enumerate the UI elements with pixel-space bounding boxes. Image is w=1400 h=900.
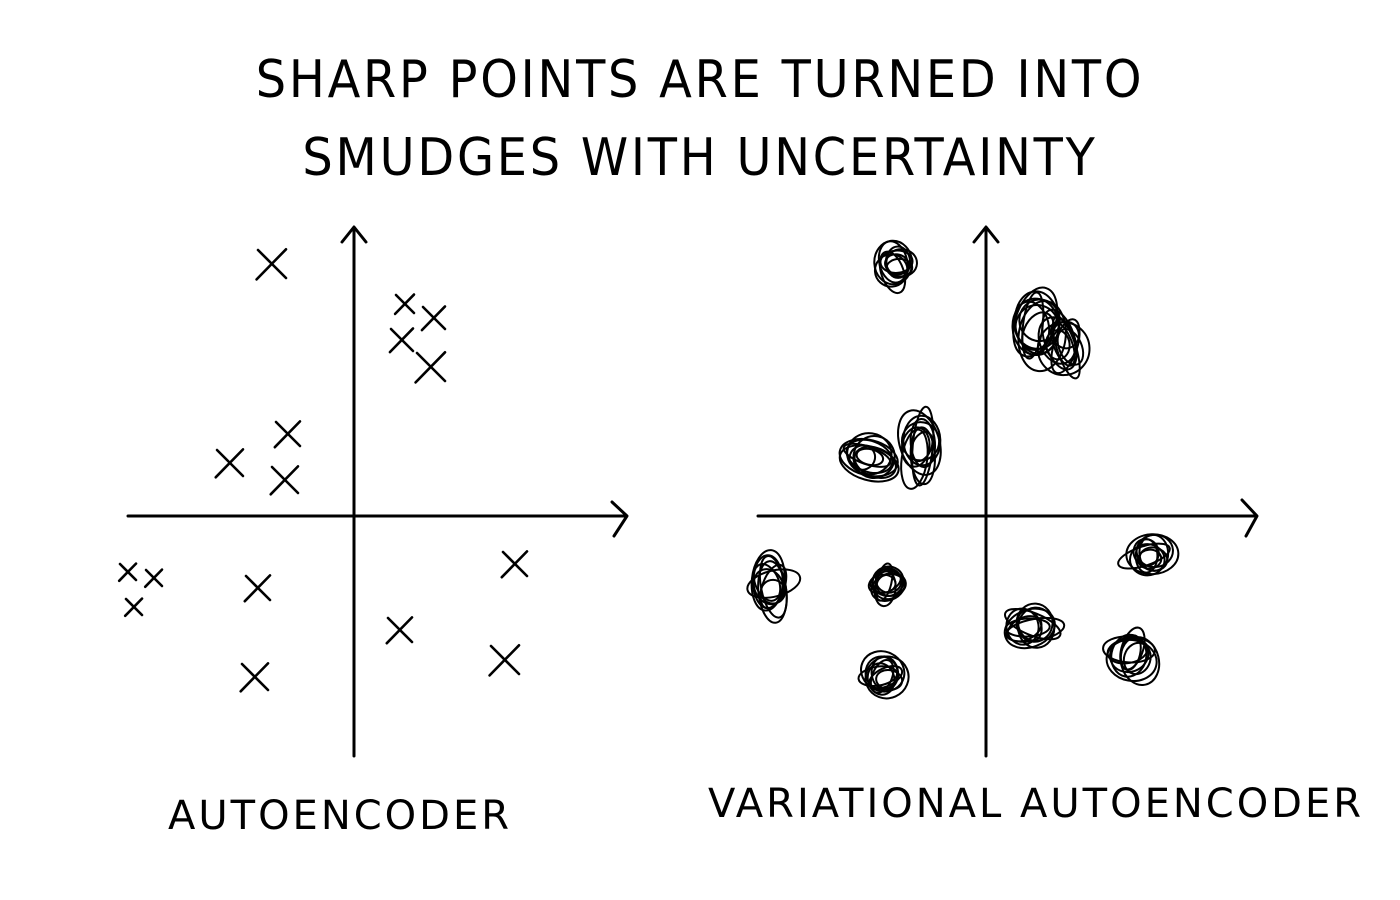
- x-mark-icon: [273, 420, 302, 449]
- smudge-icon: [1117, 533, 1180, 577]
- x-mark-icon: [414, 350, 447, 384]
- x-mark-icon: [388, 327, 415, 354]
- autoencoder-caption: AUTOENCODER: [168, 793, 513, 839]
- x-mark-icon: [117, 562, 138, 583]
- autoencoder-latent-points: [117, 248, 529, 693]
- smudge-icon: [1003, 602, 1066, 650]
- x-mark-icon: [500, 550, 529, 579]
- smudge-icon: [838, 432, 900, 483]
- vae-x-arrowhead: [1240, 498, 1259, 538]
- x-mark-icon: [123, 597, 144, 618]
- vae-y-arrowhead: [972, 225, 1000, 244]
- x-mark-icon: [143, 568, 164, 589]
- x-mark-icon: [243, 574, 272, 603]
- smudge-icon: [867, 562, 907, 608]
- x-mark-icon: [214, 448, 245, 479]
- x-mark-icon: [255, 248, 288, 281]
- smudge-icon: [746, 549, 802, 624]
- x-mark-icon: [385, 616, 414, 645]
- x-mark-icon: [420, 305, 447, 332]
- smudge-icon: [857, 650, 910, 700]
- smudge-icon: [1102, 626, 1161, 686]
- x-mark-icon: [488, 643, 521, 677]
- autoencoder-x-arrowhead: [610, 500, 629, 538]
- x-mark-icon: [393, 293, 416, 316]
- diagram-title-line-1: SHARP POINTS ARE TURNED INTO: [255, 50, 1145, 110]
- x-mark-icon: [239, 662, 270, 693]
- vae-latent-smudges: [746, 239, 1180, 700]
- smudge-icon: [873, 239, 918, 295]
- diagram-title-line-2: SMUDGES WITH UNCERTAINTY: [302, 128, 1098, 188]
- smudge-icon: [1036, 308, 1091, 380]
- autoencoder-y-arrowhead: [340, 225, 368, 244]
- x-mark-icon: [269, 465, 300, 496]
- vae-axes: [756, 225, 1259, 758]
- smudge-icon: [897, 405, 942, 490]
- autoencoder-axes: [126, 225, 629, 758]
- vae-caption: VARIATIONAL AUTOENCODER: [708, 781, 1365, 827]
